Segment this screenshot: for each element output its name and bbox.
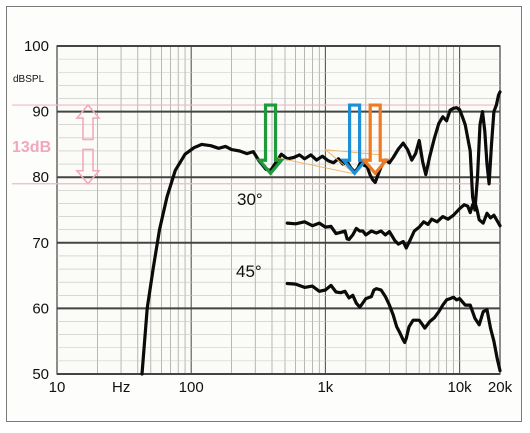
y-tick-label: 100 (24, 38, 49, 55)
dip-marker-arrow (340, 103, 370, 176)
series-group (140, 90, 502, 376)
x-tick-label: 10 (49, 379, 66, 396)
on-axis-response-curve (140, 90, 502, 376)
angle-label-45: 45° (236, 262, 262, 281)
range-arrow-down (75, 148, 101, 185)
y-tick-label: 80 (32, 169, 49, 186)
range-label: 13dB (12, 139, 51, 156)
x-tick-label: 20k (488, 379, 513, 396)
y-tick-label: 60 (32, 300, 49, 317)
angle-label-30: 30° (237, 190, 263, 209)
y-tick-label: 90 (32, 104, 49, 121)
response-45deg-curve (285, 281, 502, 373)
x-tick-label: 1k (317, 379, 333, 396)
guide-line (276, 149, 382, 175)
dip-markers (256, 103, 390, 176)
range-band (12, 104, 500, 185)
x-tick-label: 10k (448, 379, 473, 396)
plot-area (56, 45, 501, 375)
x-tick-label: 100 (179, 379, 204, 396)
x-axis-unit: Hz (112, 379, 130, 396)
response-30deg-curve (285, 200, 502, 250)
dip-marker-arrow (256, 103, 285, 176)
range-arrow-up (75, 103, 101, 141)
tick-labels: 50 60 70 80 90 100 10 100 1k 10k 20k (24, 38, 513, 396)
range-arrow (75, 103, 101, 185)
grid (56, 45, 501, 375)
y-tick-label: 50 (32, 366, 49, 383)
dip-marker-arrow (360, 103, 390, 176)
y-axis-unit: dBSPL (13, 74, 45, 85)
y-tick-label: 70 (32, 235, 49, 252)
